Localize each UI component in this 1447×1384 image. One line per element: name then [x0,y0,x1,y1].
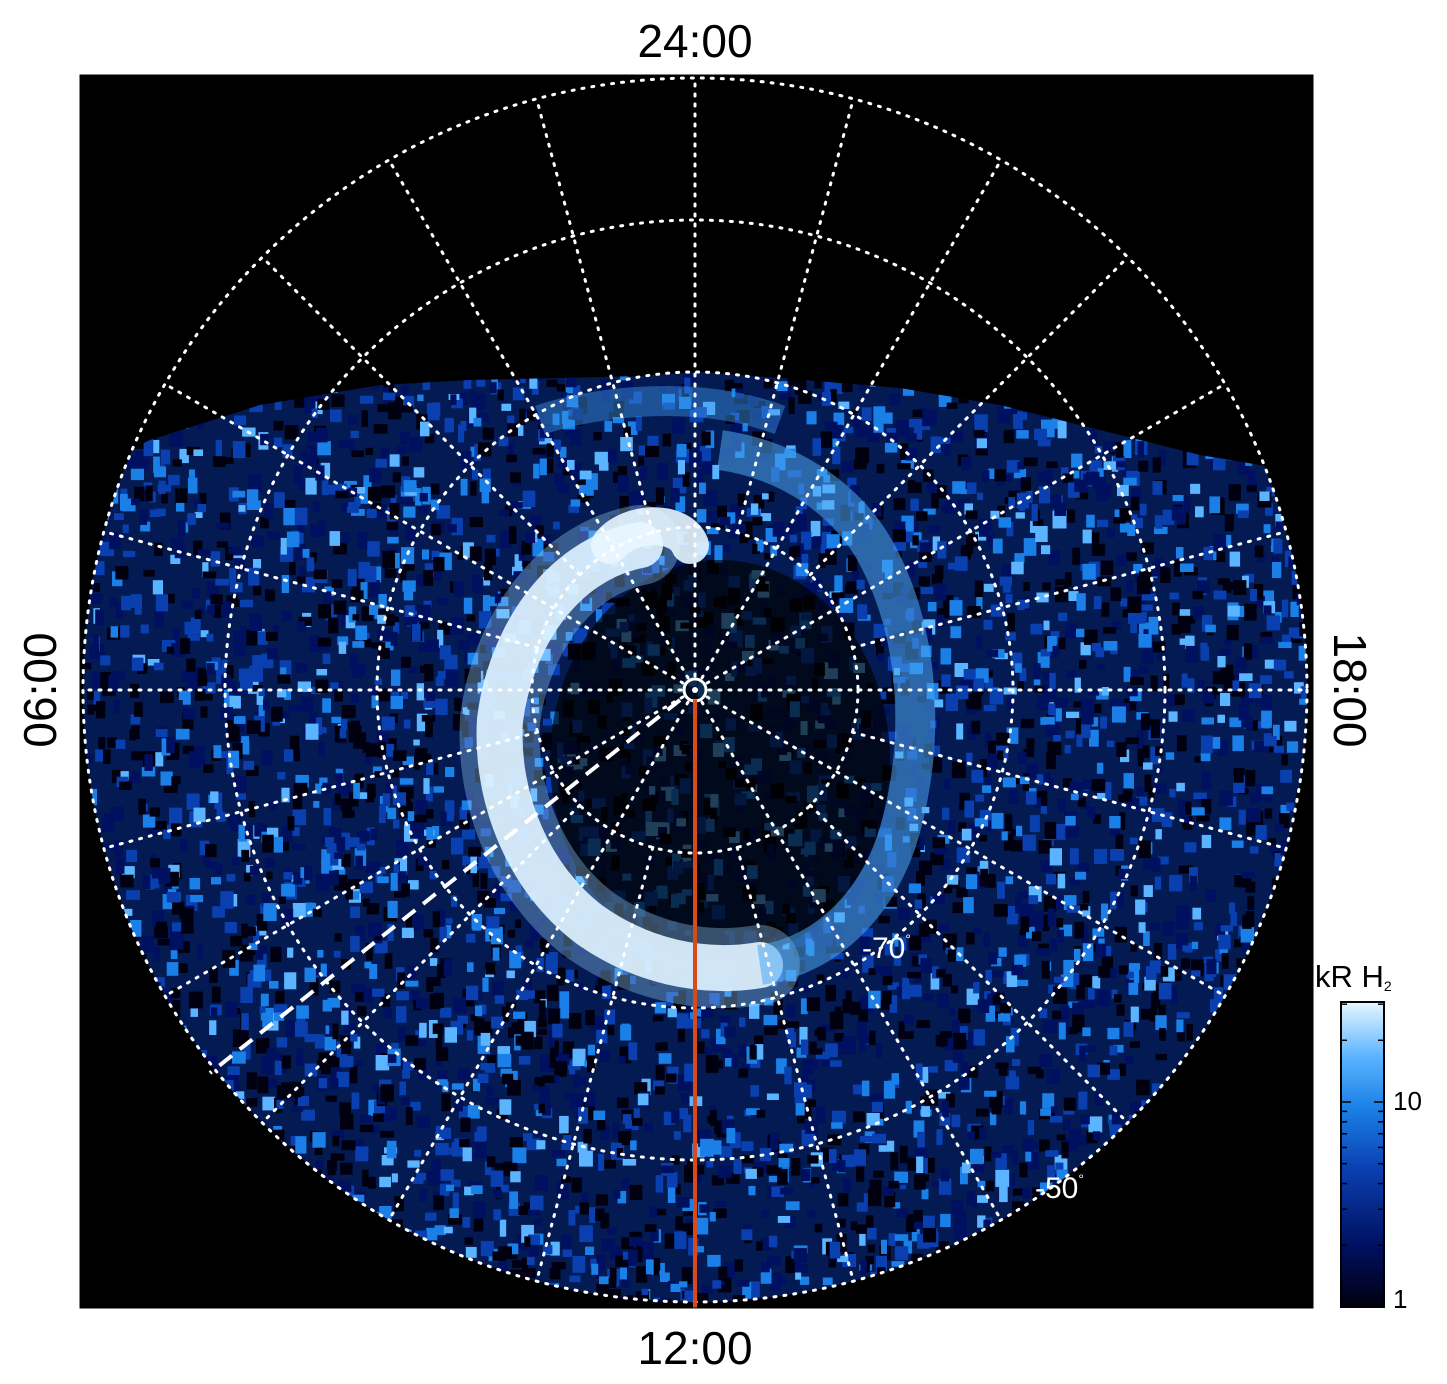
auroral-main-arc [476,522,783,992]
lt-label-top: 24:00 [637,15,752,67]
auroral-arc-halo [459,505,800,1009]
colorbar-scale [1340,1001,1385,1308]
colorbar: kR H2 10 1 [1315,959,1422,1314]
latitude-label-inner: -70° [862,931,911,965]
colorbar-tick-1: 1 [1393,1284,1407,1314]
lt-label-bottom: 12:00 [637,1322,752,1374]
meridian-line [163,382,685,685]
colorbar-tick-10: 10 [1393,1086,1422,1116]
meridian-line [163,695,685,998]
meridian-line [387,158,690,680]
meridian-line [700,700,1003,1222]
meridian-line [705,695,1227,998]
meridian-line [700,158,1003,680]
latitude-circle-50 [223,218,1167,1162]
panel-border [79,74,1314,1309]
auroral-dusk-arc [716,430,936,985]
lt-label-right: 18:00 [1324,632,1376,747]
dashed-overlay-line [208,698,682,1075]
meridian-line [705,382,1227,685]
colorbar-minor-ticks [1341,1003,1384,1308]
lt-label-left: 06:00 [14,632,66,747]
colorbar-title: kR H2 [1315,959,1392,994]
auroral-night-arc [535,386,786,435]
auroral-spot-upper [591,507,709,564]
meridian-line [387,700,690,1222]
pole-dot [692,687,698,693]
polar-cap-dark [550,560,890,960]
latitude-label-outer: -50° [1035,1171,1084,1205]
